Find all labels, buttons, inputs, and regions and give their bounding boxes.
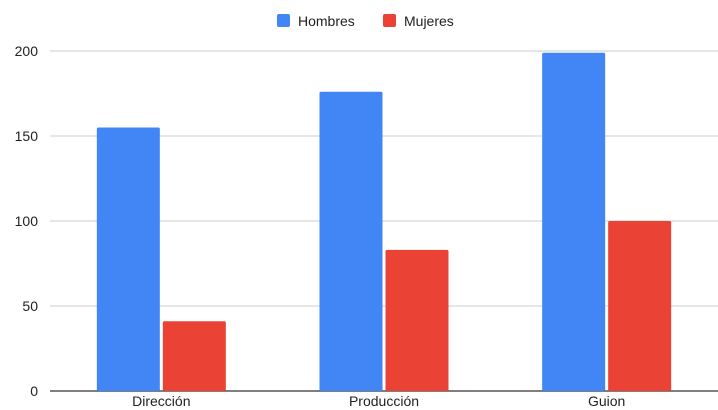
x-axis-ticks: Dirección Producción Guion bbox=[132, 393, 625, 409]
bar-hombres-0 bbox=[96, 127, 160, 391]
x-tick-label: Producción bbox=[349, 393, 419, 409]
legend-label-mujeres: Mujeres bbox=[404, 13, 454, 29]
gridlines bbox=[50, 50, 718, 392]
legend-swatch-mujeres bbox=[383, 14, 396, 27]
legend: Hombres Mujeres bbox=[277, 13, 454, 29]
y-tick-label: 150 bbox=[15, 128, 39, 144]
y-tick-label: 200 bbox=[15, 43, 39, 59]
legend-label-hombres: Hombres bbox=[298, 13, 355, 29]
bars bbox=[96, 52, 672, 392]
x-tick-label: Guion bbox=[588, 393, 625, 409]
bar-mujeres-1 bbox=[385, 249, 449, 391]
y-tick-label: 0 bbox=[30, 383, 38, 399]
y-tick-label: 50 bbox=[22, 298, 38, 314]
bar-mujeres-0 bbox=[162, 321, 226, 391]
bar-hombres-2 bbox=[542, 52, 606, 391]
y-tick-label: 100 bbox=[15, 213, 39, 229]
bar-mujeres-2 bbox=[608, 221, 672, 391]
bar-hombres-1 bbox=[319, 91, 383, 392]
x-tick-label: Dirección bbox=[132, 393, 190, 409]
y-axis-ticks: 0 50 100 150 200 bbox=[15, 43, 39, 399]
legend-swatch-hombres bbox=[277, 14, 290, 27]
